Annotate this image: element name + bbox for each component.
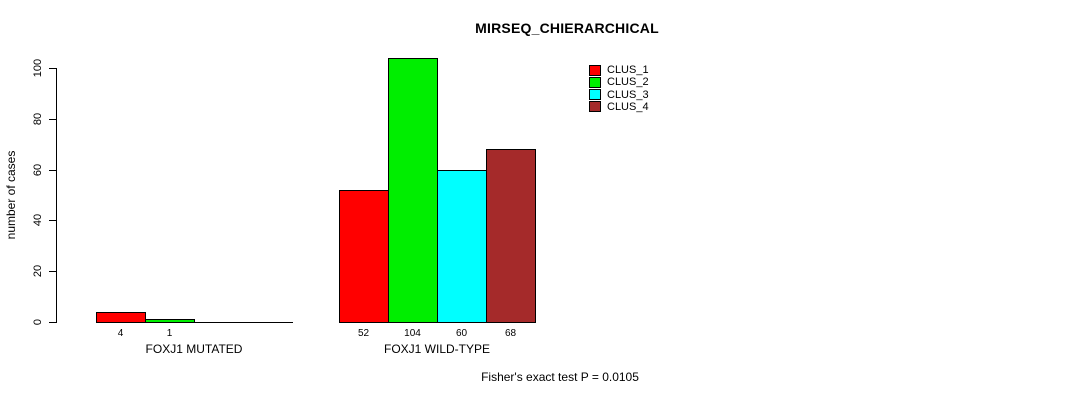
bar-clus_1	[96, 312, 146, 323]
annotation-fishers-exact-test: Fisher's exact test P = 0.0105	[481, 370, 639, 384]
bar-value-label: 104	[404, 328, 421, 339]
y-axis-line	[56, 68, 57, 323]
y-tick-mark	[49, 118, 56, 120]
legend-item-clus_3: CLUS_3	[589, 89, 649, 101]
legend-swatch-clus_4	[589, 101, 601, 113]
bar-value-label: 1	[166, 328, 173, 339]
legend-item-clus_2: CLUS_2	[589, 76, 649, 88]
legend-label: CLUS_3	[607, 88, 649, 101]
bar-zero-baseline	[243, 322, 293, 323]
y-tick-mark	[49, 169, 56, 171]
bar-clus_2	[145, 319, 195, 323]
bar-value-label: 68	[504, 328, 517, 339]
bar-clus_3	[437, 170, 487, 323]
legend-label: CLUS_4	[607, 100, 649, 113]
y-tick-label: 20	[32, 265, 44, 278]
bar-clus_1	[339, 190, 389, 323]
group-label-foxj1-wild-type: FOXJ1 WILD-TYPE	[383, 342, 490, 356]
y-tick-mark	[49, 271, 56, 273]
y-tick-label: 80	[32, 112, 44, 125]
y-tick-label: 40	[32, 214, 44, 227]
bar-zero-baseline	[194, 322, 244, 323]
bar-clus_2	[388, 58, 438, 323]
y-axis-label: number of cases	[4, 150, 18, 240]
legend-label: CLUS_1	[607, 64, 649, 76]
bar-value-label: 4	[117, 328, 124, 339]
bar-value-label: 52	[357, 328, 370, 339]
bar-clus_4	[486, 149, 536, 323]
chart-title: MIRSEQ_CHIERARCHICAL	[475, 20, 659, 36]
y-tick-mark	[49, 220, 56, 222]
legend-swatch-clus_1	[589, 64, 601, 76]
legend-label: CLUS_2	[607, 76, 649, 89]
legend-item-clus_1: CLUS_1	[589, 64, 649, 76]
bar-value-label: 60	[455, 328, 468, 339]
y-tick-label: 60	[32, 163, 44, 176]
y-tick-mark	[49, 68, 56, 69]
legend-item-clus_4: CLUS_4	[589, 101, 649, 113]
y-tick-label: 100	[32, 58, 44, 78]
legend-swatch-clus_3	[589, 89, 601, 101]
y-tick-mark	[49, 322, 56, 323]
y-tick-label: 0	[32, 318, 44, 326]
group-label-foxj1-mutated: FOXJ1 MUTATED	[145, 342, 243, 356]
legend-swatch-clus_2	[589, 76, 601, 88]
legend: CLUS_1 CLUS_2 CLUS_3 CLUS_4	[589, 64, 709, 120]
